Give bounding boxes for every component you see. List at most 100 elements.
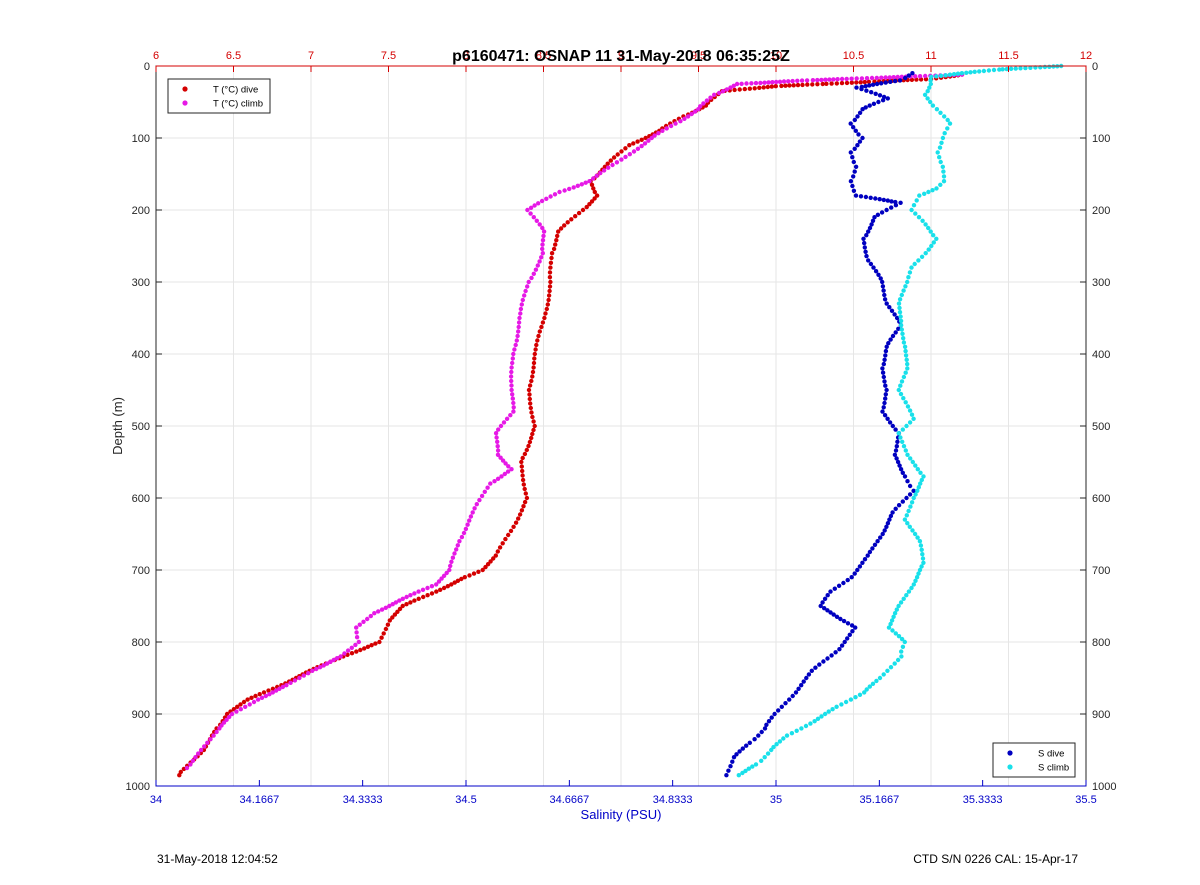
data-point-s-dive — [892, 452, 898, 457]
data-point-t-c-dive — [592, 189, 597, 195]
data-point-s-dive — [897, 78, 903, 83]
salinity-tick-label: 34.6667 — [549, 794, 589, 806]
data-point-s-dive — [905, 479, 910, 484]
data-point-t-c-climb — [224, 717, 229, 722]
depth-tick-label-right: 200 — [1092, 205, 1110, 217]
data-point-s-climb — [928, 78, 933, 83]
data-point-t-c-climb — [579, 182, 584, 187]
legend-marker-s-dive — [1007, 750, 1013, 756]
data-point-t-c-dive — [592, 196, 597, 201]
data-point-s-dive — [893, 506, 898, 511]
data-point-t-c-climb — [635, 146, 641, 151]
data-point-s-dive — [881, 361, 886, 367]
data-point-s-dive — [875, 539, 880, 544]
data-point-t-c-climb — [849, 76, 854, 81]
salinity-tick-label: 34.8333 — [653, 794, 693, 806]
data-point-t-c-dive — [519, 464, 524, 469]
data-point-s-climb — [918, 481, 923, 486]
data-point-s-dive — [884, 387, 889, 393]
temperature-tick-label: 6 — [153, 50, 159, 62]
data-point-s-climb — [900, 439, 905, 444]
data-point-s-dive — [820, 600, 825, 605]
data-point-t-c-climb — [739, 81, 744, 87]
data-point-s-climb — [903, 284, 908, 289]
data-point-t-c-climb — [541, 233, 546, 239]
data-point-s-climb — [908, 456, 913, 461]
data-point-t-c-climb — [540, 242, 545, 247]
data-point-t-c-climb — [361, 619, 366, 624]
data-point-s-climb — [1008, 66, 1014, 72]
data-point-s-dive — [853, 164, 859, 169]
data-point-s-climb — [899, 379, 905, 384]
data-point-t-c-dive — [395, 609, 400, 614]
data-point-t-c-dive — [619, 149, 624, 154]
data-point-t-c-dive — [537, 329, 542, 334]
data-point-t-c-climb — [795, 78, 800, 84]
data-point-s-climb — [905, 279, 910, 285]
depth-tick-label-right: 600 — [1092, 493, 1110, 505]
data-point-t-c-dive — [522, 499, 528, 505]
data-point-t-c-dive — [521, 482, 526, 487]
data-point-t-c-dive — [520, 473, 525, 478]
data-point-t-c-dive — [527, 396, 532, 402]
data-point-s-climb — [895, 657, 901, 663]
data-point-s-climb — [898, 435, 903, 440]
data-point-s-dive — [868, 261, 874, 267]
data-point-t-c-dive — [493, 553, 498, 558]
data-point-t-c-dive — [532, 356, 537, 361]
data-point-t-c-climb — [799, 78, 805, 83]
data-point-s-climb — [916, 258, 921, 263]
data-point-s-dive — [740, 746, 745, 751]
data-point-s-dive — [880, 98, 886, 103]
data-point-s-dive — [902, 474, 908, 479]
data-point-t-c-climb — [284, 683, 289, 688]
data-point-s-dive — [872, 542, 878, 547]
data-point-t-c-climb — [357, 622, 362, 627]
data-point-t-c-dive — [528, 405, 533, 411]
data-point-s-climb — [951, 72, 957, 77]
data-point-s-climb — [1028, 65, 1033, 71]
data-point-t-c-dive — [529, 435, 534, 441]
data-point-s-dive — [849, 623, 855, 628]
data-point-t-c-dive — [554, 238, 559, 243]
data-point-s-dive — [878, 535, 883, 540]
data-point-t-c-climb — [243, 704, 248, 709]
data-point-t-c-dive — [400, 603, 405, 609]
depth-tick-label-right: 500 — [1092, 421, 1110, 433]
data-point-s-climb — [909, 412, 915, 417]
data-point-t-c-climb — [678, 119, 683, 124]
data-point-t-c-dive — [573, 214, 578, 219]
data-point-t-c-dive — [643, 135, 648, 141]
data-point-t-c-dive — [531, 365, 536, 370]
data-point-s-climb — [929, 74, 934, 80]
depth-tick-label-right: 0 — [1092, 61, 1098, 73]
data-point-s-climb — [862, 690, 867, 695]
data-point-s-dive — [868, 195, 873, 200]
data-point-s-climb — [907, 524, 912, 529]
data-point-t-c-climb — [518, 306, 524, 312]
data-point-t-c-climb — [306, 671, 311, 676]
data-point-t-c-climb — [685, 114, 691, 119]
data-point-t-c-climb — [537, 259, 542, 264]
data-point-t-c-dive — [524, 447, 529, 453]
data-point-t-c-climb — [704, 98, 710, 103]
data-point-t-c-climb — [646, 138, 651, 143]
data-point-s-climb — [919, 564, 924, 569]
data-points — [177, 63, 1064, 778]
data-point-t-c-climb — [448, 563, 453, 569]
data-point-s-climb — [908, 504, 913, 509]
data-point-s-dive — [818, 603, 823, 609]
temperature-tick-label: 9 — [618, 50, 624, 62]
data-point-s-climb — [853, 695, 858, 700]
data-point-s-climb — [928, 81, 933, 87]
data-point-t-c-climb — [509, 387, 514, 393]
data-point-t-c-dive — [455, 578, 461, 583]
data-point-s-dive — [887, 305, 892, 310]
data-point-s-climb — [899, 649, 904, 654]
data-point-t-c-dive — [441, 585, 447, 591]
data-point-t-c-dive — [800, 82, 805, 88]
data-point-s-dive — [783, 701, 788, 706]
data-point-t-c-climb — [614, 160, 620, 165]
data-point-s-dive — [882, 413, 888, 418]
